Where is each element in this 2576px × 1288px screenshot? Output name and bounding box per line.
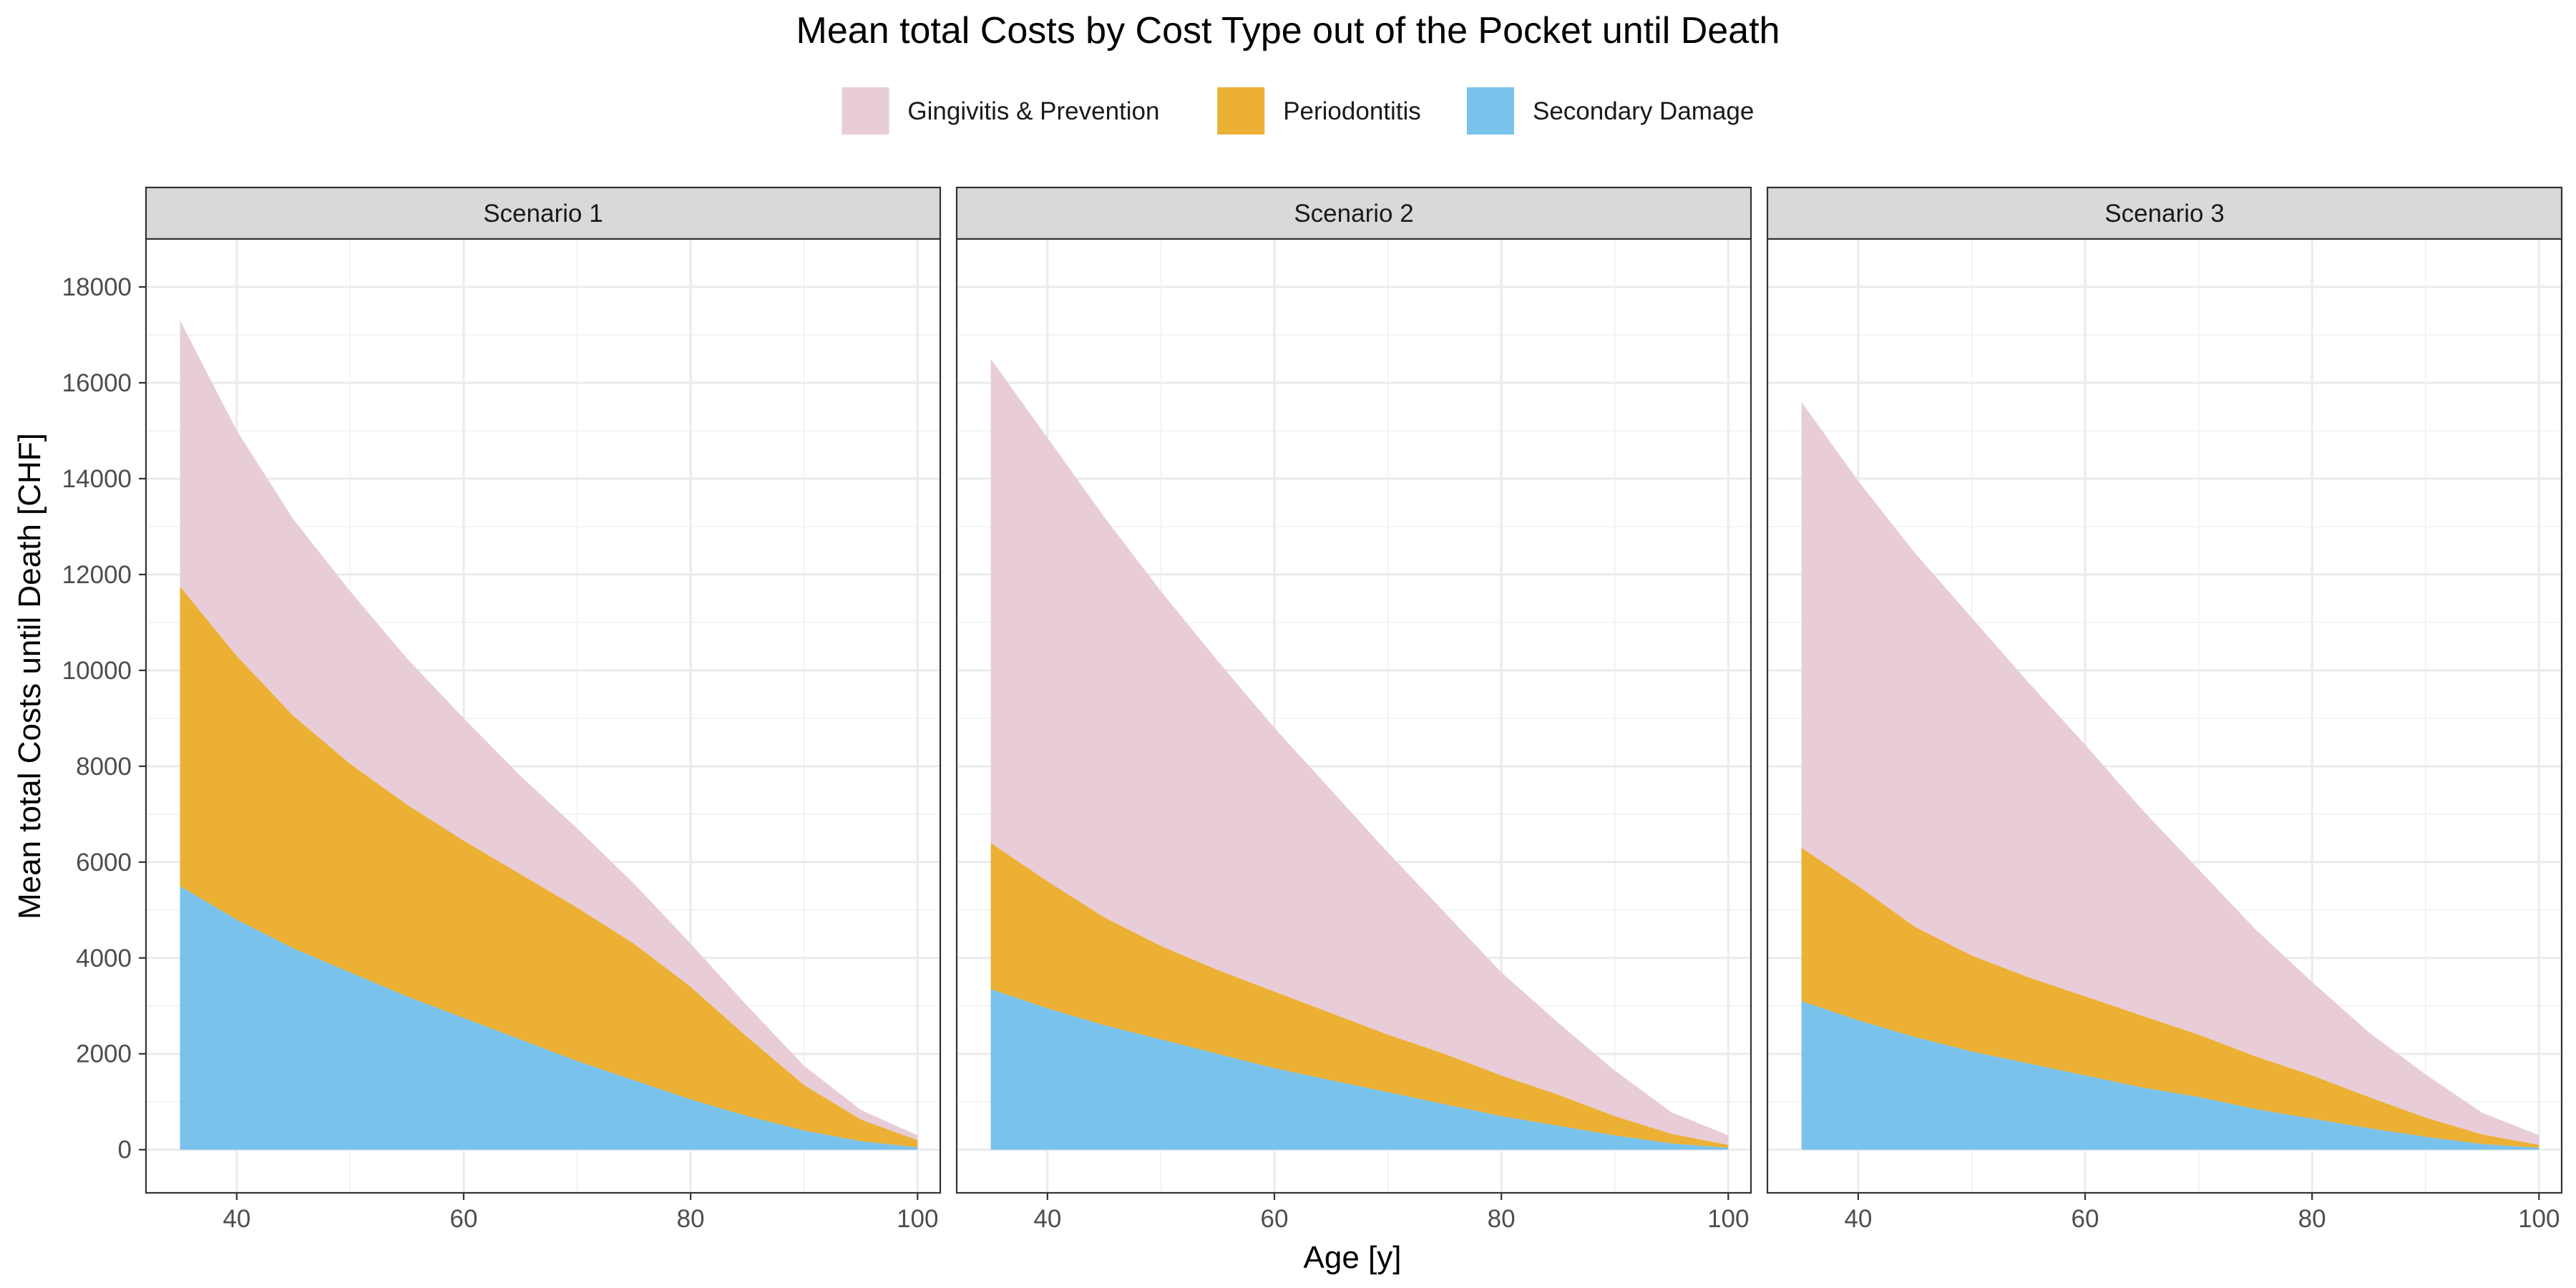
x-axis-title: Age [y]	[1304, 1240, 1402, 1275]
legend: Gingivitis & Prevention Periodontitis Seco…	[841, 87, 1754, 135]
x-tick-label: 100	[1707, 1205, 1749, 1233]
panel-strip	[1766, 186, 2563, 240]
area-gingivitis-and-prevention	[990, 358, 1729, 1145]
chart-title: Mean total Costs by Cost Type out of the…	[796, 10, 1780, 52]
area-periodontitis	[990, 843, 1729, 1148]
panel-1: Scenario 1 40 60 80 100 0 2000 4000 6000 8000 1000…	[62, 186, 942, 1233]
panel-3: Scenario 3 40 60 80 100	[1766, 186, 2563, 1233]
panel-strip-label: Scenario 3	[2104, 200, 2224, 228]
area-periodontitis	[1801, 847, 2540, 1148]
y-tick-label: 0	[118, 1136, 132, 1164]
y-tick-label: 18000	[62, 273, 132, 301]
x-tick-label: 60	[1261, 1205, 1289, 1233]
area-secondary-damage	[990, 989, 1729, 1150]
y-tick-label: 4000	[76, 945, 132, 972]
y-tick-label: 12000	[62, 561, 132, 589]
y-tick-label: 2000	[76, 1040, 132, 1068]
legend-key-secondary-damage	[1467, 87, 1514, 135]
x-tick-label: 100	[2518, 1205, 2560, 1233]
legend-key-gingivitis-and-prevention	[841, 87, 889, 135]
y-tick-label: 6000	[76, 849, 132, 877]
x-tick-label: 40	[1033, 1205, 1061, 1233]
x-tick-label: 40	[1844, 1205, 1872, 1233]
x-tick-label: 100	[897, 1205, 938, 1233]
panel-strip	[145, 186, 942, 240]
y-axis-title: Mean total Costs until Death [CHF]	[12, 433, 47, 919]
y-tick-label: 8000	[76, 753, 132, 781]
legend-label-secondary-damage: Secondary Damage	[1533, 97, 1754, 125]
panel-border	[955, 238, 1752, 1194]
panel-2: Scenario 2 40 60 80 100	[955, 186, 1752, 1233]
area-gingivitis-and-prevention	[180, 320, 918, 1141]
y-tick-label: 14000	[62, 465, 132, 493]
legend-label-periodontitis: Periodontitis	[1283, 97, 1421, 125]
area-gingivitis-and-prevention	[1801, 401, 2540, 1146]
x-tick-label: 60	[2072, 1205, 2099, 1233]
area-secondary-damage	[1801, 1001, 2540, 1150]
x-tick-label: 80	[677, 1205, 705, 1233]
area-periodontitis	[180, 586, 918, 1148]
x-tick-label: 40	[223, 1205, 250, 1233]
legend-label-gingivitis-and-prevention: Gingivitis & Prevention	[907, 97, 1159, 125]
panel-strip-label: Scenario 1	[483, 200, 602, 228]
x-tick-label: 80	[1488, 1205, 1516, 1233]
area-secondary-damage	[180, 886, 918, 1150]
y-tick-label: 10000	[62, 657, 132, 685]
y-tick-label: 16000	[62, 369, 132, 397]
panel-border	[1766, 238, 2563, 1194]
x-tick-label: 80	[2298, 1205, 2326, 1233]
panel-strip	[955, 186, 1752, 240]
panel-border	[145, 238, 942, 1194]
legend-key-periodontitis	[1217, 87, 1265, 135]
x-tick-label: 60	[450, 1205, 478, 1233]
panel-strip-label: Scenario 2	[1294, 200, 1413, 228]
panels: Scenario 1 40 60 80 100 0 2000 4000 6000 8000 1000…	[62, 186, 2563, 1233]
